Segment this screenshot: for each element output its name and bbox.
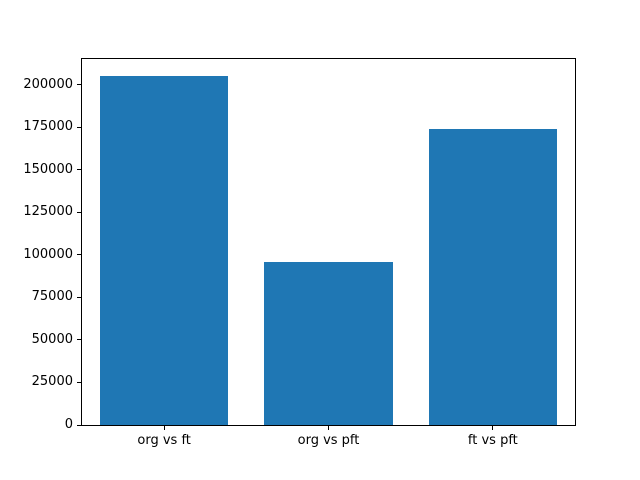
y-tick-label: 50000 <box>31 331 73 347</box>
y-tick-label: 150000 <box>23 161 73 177</box>
y-tick-mark <box>77 381 81 383</box>
y-tick-label: 75000 <box>31 289 73 305</box>
y-tick-label: 125000 <box>23 204 73 220</box>
y-tick-mark <box>77 296 81 298</box>
y-tick-mark <box>77 169 81 171</box>
x-tick-mark <box>492 426 494 430</box>
y-tick-mark <box>77 424 81 426</box>
y-tick-mark <box>77 339 81 341</box>
x-tick-label: ft vs pft <box>467 433 518 448</box>
y-tick-label: 25000 <box>31 374 73 390</box>
x-tick-label: org vs ft <box>137 433 191 448</box>
plot-area: 0 25000 50000 75000 100000 125000 150000 175000… <box>23 58 576 448</box>
y-tick-label: 100000 <box>23 246 73 262</box>
y-tick-mark <box>77 211 81 213</box>
y-tick-mark <box>77 84 81 86</box>
bar-ft-vs-pft <box>428 129 557 425</box>
y-tick-mark <box>77 254 81 256</box>
bar-org-vs-pft <box>264 262 393 425</box>
x-tick-mark <box>328 426 329 430</box>
y-tick-label: 175000 <box>23 119 73 135</box>
x-tick-label: org vs pft <box>297 433 360 448</box>
x-tick-mark <box>163 426 165 430</box>
y-tick-label: 0 <box>64 417 73 432</box>
y-tick-mark <box>77 126 81 128</box>
y-tick-label: 200000 <box>23 76 73 92</box>
bar-org-vs-ft <box>100 76 229 425</box>
